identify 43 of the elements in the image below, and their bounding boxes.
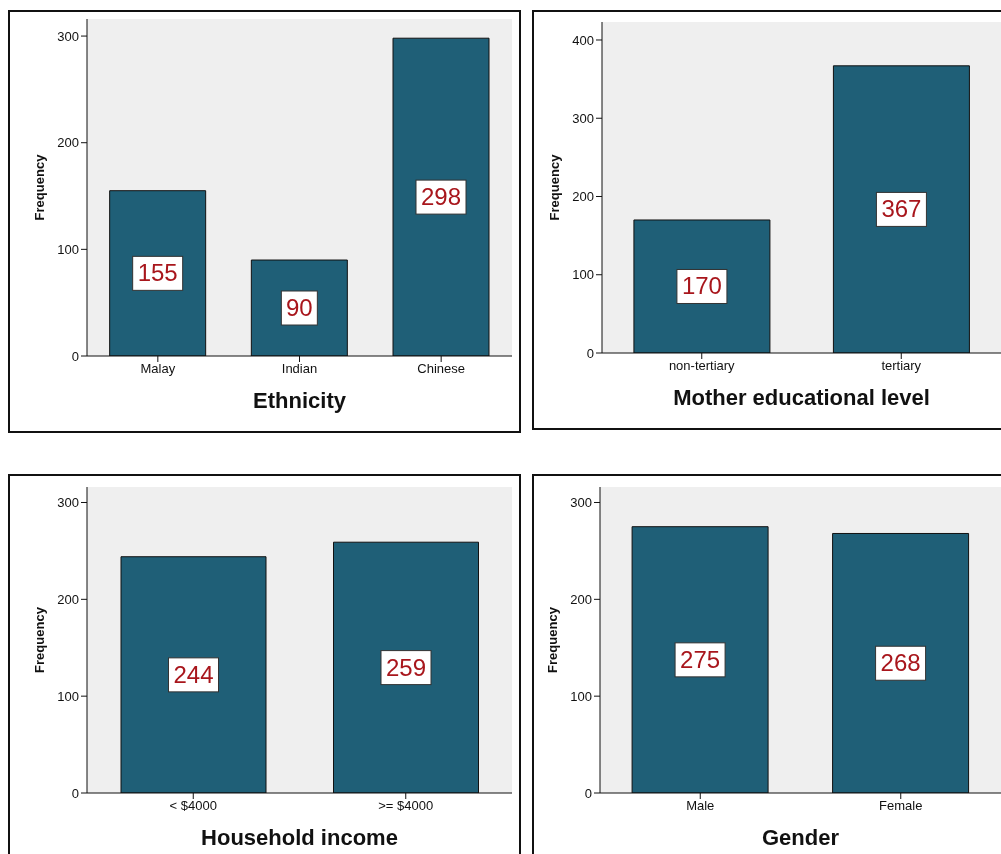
- y-tick-label: 100: [57, 241, 79, 257]
- y-axis-title: Frequency: [31, 153, 47, 221]
- x-tick-label: Malay: [140, 361, 176, 377]
- data-label: 90: [285, 294, 313, 322]
- y-tick-label: 200: [57, 591, 79, 607]
- x-tick-label: >= $4000: [378, 798, 434, 814]
- x-tick-label: tertiary: [881, 358, 922, 374]
- y-tick-label: 0: [584, 785, 592, 801]
- x-axis-title: Mother educational level: [673, 384, 930, 410]
- x-tick-label: Chinese: [417, 361, 466, 377]
- y-tick-label: 300: [570, 495, 592, 511]
- y-tick-label: 0: [71, 348, 79, 364]
- x-tick-label: Female: [879, 798, 923, 814]
- data-label: 298: [420, 183, 462, 211]
- y-tick-label: 200: [570, 591, 592, 607]
- y-tick-label: 300: [572, 110, 594, 126]
- x-axis-title: Gender: [761, 824, 840, 850]
- data-label: 367: [881, 195, 922, 223]
- y-tick-label: 100: [572, 267, 594, 283]
- y-axis-title: Frequency: [546, 153, 562, 221]
- y-tick-label: 0: [586, 345, 594, 361]
- x-tick-label: Indian: [281, 361, 318, 377]
- data-label: 170: [681, 272, 722, 300]
- y-axis-title: Frequency: [544, 606, 560, 673]
- y-tick-label: 300: [57, 495, 79, 511]
- data-label: 155: [137, 259, 178, 287]
- x-axis-title: Ethnicity: [253, 387, 347, 413]
- y-tick-label: 100: [57, 688, 79, 704]
- data-label: 259: [385, 653, 427, 681]
- y-tick-label: 100: [570, 688, 592, 704]
- x-axis-title: Household income: [201, 824, 398, 850]
- y-tick-label: 400: [572, 32, 594, 48]
- y-tick-label: 300: [57, 28, 79, 44]
- y-tick-label: 0: [71, 785, 79, 801]
- x-tick-label: < $4000: [169, 798, 217, 814]
- y-tick-label: 200: [572, 189, 594, 205]
- data-label: 275: [680, 645, 721, 673]
- x-tick-label: non-tertiary: [668, 358, 736, 374]
- x-tick-label: Male: [686, 798, 715, 814]
- data-label: 244: [173, 660, 214, 688]
- y-tick-label: 200: [57, 135, 79, 151]
- y-axis-title: Frequency: [31, 606, 47, 673]
- data-label: 268: [880, 649, 921, 677]
